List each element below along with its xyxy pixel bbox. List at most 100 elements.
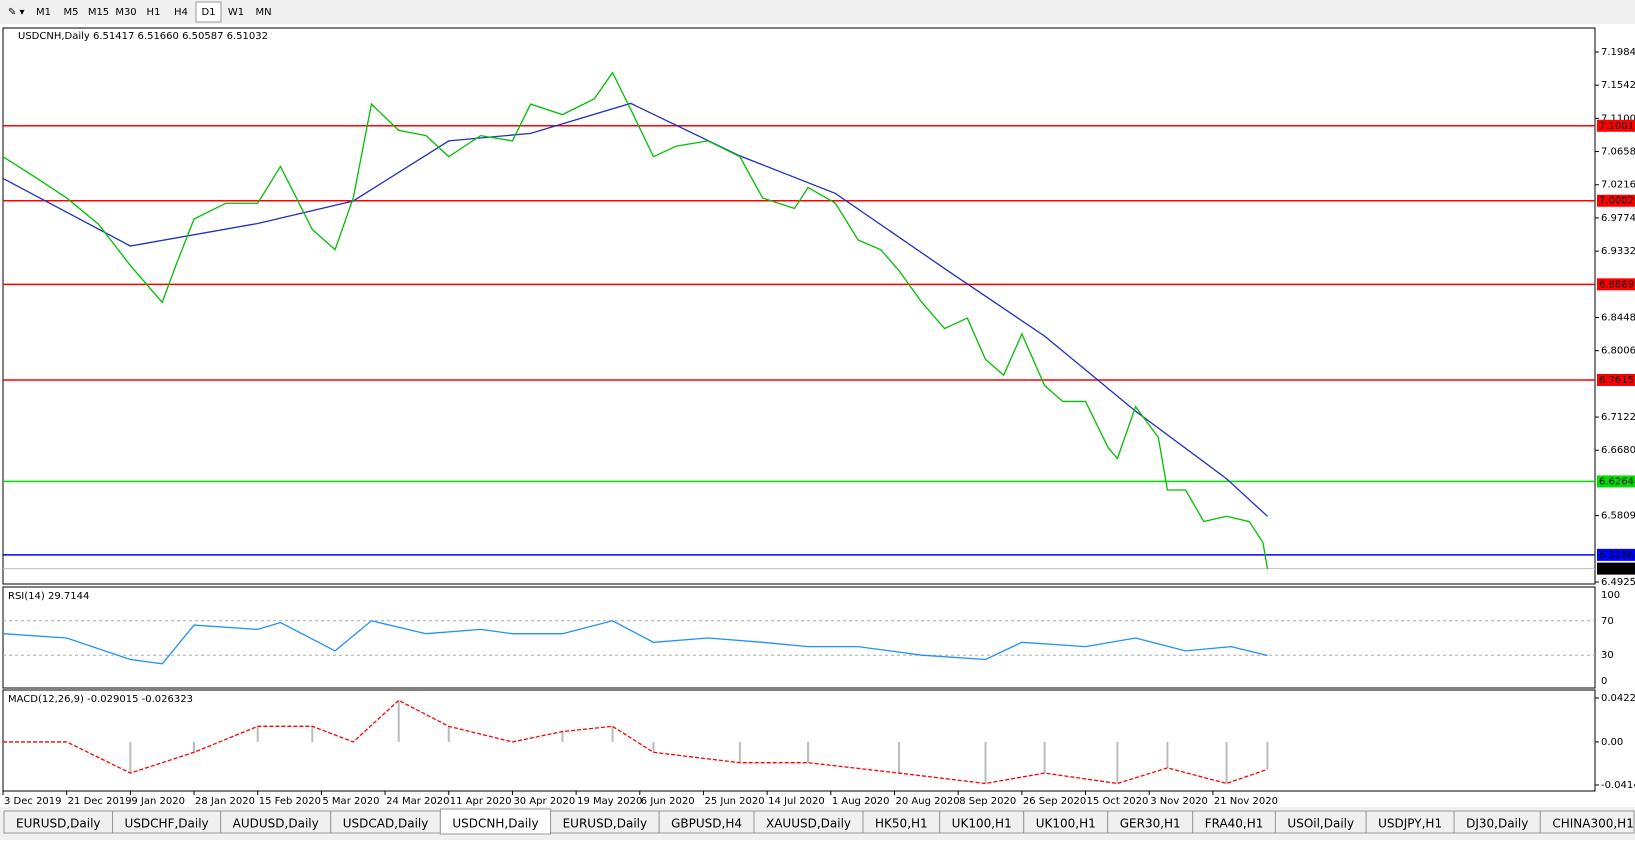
level-label: 6.52865	[1599, 550, 1635, 561]
current-price-box	[1597, 562, 1635, 575]
toolbar	[0, 0, 1635, 24]
date-label: 21 Nov 2020	[1214, 796, 1278, 807]
price-tick-label: 6.66800	[1601, 445, 1635, 456]
date-label: 3 Dec 2019	[4, 796, 62, 807]
symbol-tab-label[interactable]: CHINA300,H1	[1552, 817, 1634, 831]
level-label-box	[1597, 194, 1635, 207]
macd-panel	[2, 689, 1596, 792]
price-tick-label: 6.97740	[1601, 213, 1635, 224]
level-label: 7.10011	[1599, 121, 1635, 132]
symbol-tab-label[interactable]: GBPUSD,H4	[671, 817, 742, 831]
price-tick-label: 7.06580	[1601, 147, 1635, 158]
price-tick-label: 6.80060	[1601, 346, 1635, 357]
date-label: 11 Apr 2020	[450, 796, 512, 807]
macd-bar	[561, 731, 564, 742]
date-label: 28 Jan 2020	[195, 796, 255, 807]
timeframe-button[interactable]: H4	[174, 7, 188, 18]
timeframe-button[interactable]: M1	[36, 7, 51, 18]
macd-tick-label: 0.042275	[1601, 693, 1635, 704]
symbol-tab-label[interactable]: UK100,H1	[952, 817, 1012, 831]
macd-bar	[984, 741, 987, 784]
date-label: 8 Sep 2020	[959, 796, 1016, 807]
rsi-panel	[2, 586, 1596, 689]
price-tick-label: 7.11000	[1601, 113, 1635, 124]
current-price-label: 6.51032	[1599, 564, 1635, 575]
rsi-tick-label: 100	[1601, 590, 1620, 601]
macd-bar	[1266, 741, 1269, 770]
symbol-tab-label[interactable]: EURUSD,Daily	[16, 817, 101, 831]
date-label: 19 May 2020	[577, 796, 642, 807]
timeframe-button[interactable]: W1	[228, 7, 244, 18]
date-label: 9 Jan 2020	[131, 796, 185, 807]
symbol-tab-label[interactable]: UK100,H1	[1036, 817, 1096, 831]
date-label: 25 Jun 2020	[704, 796, 764, 807]
symbol-tab-label[interactable]: USOil,Daily	[1287, 817, 1354, 831]
timeframe-button[interactable]: D1	[201, 7, 215, 18]
symbol-tab-label[interactable]: USDCNH,Daily	[452, 817, 538, 831]
symbol-tab[interactable]	[1539, 810, 1635, 834]
macd-bar	[193, 741, 196, 753]
timeframe-button[interactable]: M5	[64, 7, 79, 18]
date-label: 3 Nov 2020	[1150, 796, 1208, 807]
price-tick-label: 6.71220	[1601, 412, 1635, 423]
macd-bar	[1166, 741, 1169, 768]
macd-bar	[898, 741, 901, 774]
macd-bar	[129, 741, 132, 774]
macd-bar	[807, 741, 810, 763]
symbol-tab-label[interactable]: HK50,H1	[875, 817, 928, 831]
symbol-tab-label[interactable]: DJ30,Daily	[1466, 817, 1528, 831]
level-label-box	[1597, 373, 1635, 386]
macd-bar	[397, 700, 400, 742]
timeframe-button[interactable]: M15	[88, 7, 109, 18]
date-label: 30 Apr 2020	[513, 796, 575, 807]
price-line	[2, 71, 1269, 569]
price-tick-label: 7.15420	[1601, 80, 1635, 91]
symbol-tab[interactable]	[439, 808, 552, 835]
date-label: 15 Feb 2020	[259, 796, 321, 807]
price-tick-label: 6.93320	[1601, 246, 1635, 257]
rsi-tick-label: 30	[1601, 650, 1614, 661]
main-panel	[2, 27, 1596, 585]
price-tick-label: 6.49250	[1601, 577, 1635, 588]
price-tick-label: 7.02160	[1601, 180, 1635, 191]
level-label-box	[1597, 548, 1635, 561]
price-tick-label: 7.19840	[1601, 47, 1635, 58]
date-label: 26 Sep 2020	[1023, 796, 1086, 807]
level-label-box	[1597, 278, 1635, 291]
tool-icon[interactable]: ✎ ▾	[8, 7, 25, 18]
macd-header: MACD(12,26,9) -0.029015 -0.026323	[8, 694, 193, 705]
macd-signal	[3, 699, 1268, 785]
symbol-tab-label[interactable]: USDCAD,Daily	[343, 817, 429, 831]
level-label-box	[1597, 119, 1635, 132]
rsi-tick-label: 0	[1601, 676, 1607, 687]
macd-bar	[611, 726, 614, 742]
price-tick-label: 6.58090	[1601, 511, 1635, 522]
macd-bar	[652, 741, 655, 753]
level-label-box	[1597, 475, 1635, 488]
symbol-tab-label[interactable]: GER30,H1	[1120, 817, 1181, 831]
symbol-tab-label[interactable]: FRA40,H1	[1205, 817, 1264, 831]
date-label: 1 Aug 2020	[832, 796, 890, 807]
macd-bar	[1116, 741, 1119, 784]
date-label: 14 Jul 2020	[768, 796, 825, 807]
timeframe-button[interactable]: MN	[255, 7, 271, 18]
timeframe-button[interactable]: M30	[115, 7, 136, 18]
date-label: 15 Oct 2020	[1087, 796, 1149, 807]
symbol-tab-label[interactable]: AUDUSD,Daily	[233, 817, 319, 831]
moving-average	[2, 102, 1268, 517]
symbol-tab-label[interactable]: USDCHF,Daily	[125, 817, 209, 831]
macd-tick-label: 0.00	[1601, 737, 1623, 748]
date-label: 5 Mar 2020	[322, 796, 379, 807]
symbol-tab-label[interactable]: EURUSD,Daily	[563, 817, 648, 831]
chart-header: USDCNH,Daily 6.51417 6.51660 6.50587 6.5…	[18, 31, 268, 42]
date-label: 24 Mar 2020	[386, 796, 449, 807]
symbol-tab-label[interactable]: USDJPY,H1	[1378, 817, 1442, 831]
symbol-tab-label[interactable]: XAUUSD,Daily	[766, 817, 851, 831]
price-tick-label: 6.84480	[1601, 312, 1635, 323]
timeframe-selected	[195, 1, 222, 23]
macd-bar	[1225, 741, 1228, 784]
timeframe-button[interactable]: H1	[147, 7, 161, 18]
level-label: 6.88897	[1599, 279, 1635, 290]
